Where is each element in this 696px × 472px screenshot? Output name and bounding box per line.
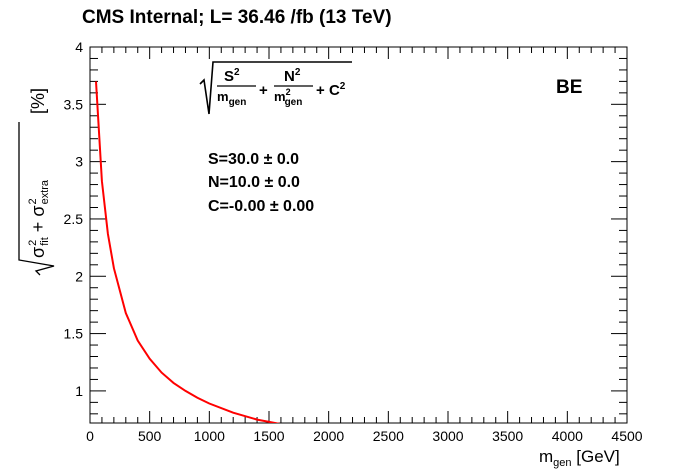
- svg-text:mgen: mgen: [217, 89, 246, 108]
- x-axis-label-sub: gen: [553, 457, 571, 469]
- svg-text:N2: N2: [284, 67, 301, 85]
- y-axis-label-sqrt: [18, 122, 55, 276]
- param-C: C=-0.00 ± 0.00: [208, 198, 314, 215]
- y-axis-label-sq1: 2: [27, 240, 39, 246]
- svg-text:+ C2: + C2: [316, 81, 346, 99]
- series-layer: [95, 81, 281, 423]
- x-axis-ticks: 0 500 1000 1500 2000 2500 3000 3500 4000 4500: [86, 47, 643, 444]
- svg-text:S2: S2: [224, 67, 240, 85]
- y-axis-label-unit: [%]: [28, 88, 48, 114]
- formula-S: S: [224, 68, 234, 85]
- formula: S2 mgen + N2 m2 gen + C2: [199, 61, 352, 115]
- formula-plus2: +: [316, 82, 325, 99]
- y-tick-label: 1.5: [64, 326, 84, 342]
- x-tick-label: 3500: [492, 428, 523, 444]
- y-axis-label-extra: extra: [39, 179, 51, 204]
- x-tick-label: 2500: [373, 428, 404, 444]
- x-tick-label: 3000: [432, 428, 463, 444]
- formula-m1: m: [217, 89, 229, 104]
- y-axis-label-sigma2: σ: [28, 206, 48, 217]
- y-axis-label: σ2fit + σ2extra [%]: [18, 88, 55, 276]
- param-S: S=30.0 ± 0.0: [208, 151, 299, 168]
- y-tick-label: 2: [75, 268, 83, 284]
- y-tick-label: 3.5: [64, 96, 84, 112]
- x-axis-label-main: m: [539, 447, 553, 466]
- y-axis-ticks: 1 1.5 2 2.5 3 3.5 4: [64, 39, 627, 415]
- y-axis-label-plus: +: [28, 222, 48, 233]
- x-tick-label: 0: [86, 428, 94, 444]
- x-tick-label: 1500: [253, 428, 284, 444]
- svg-text:σ2fit + σ2extra: σ2fit + σ2extra: [27, 179, 51, 258]
- y-tick-label: 3: [75, 154, 83, 170]
- x-tick-label: 2000: [313, 428, 344, 444]
- y-tick-label: 1: [75, 383, 83, 399]
- y-axis-label-sigma1: σ: [28, 247, 48, 258]
- y-axis-label-sq2: 2: [27, 198, 39, 204]
- y-axis-label-fit: fit: [39, 237, 51, 246]
- y-tick-label: 4: [75, 39, 83, 55]
- formula-m2: m: [274, 89, 286, 104]
- y-tick-label: 2.5: [64, 211, 84, 227]
- plot-frame: [89, 46, 628, 424]
- formula-C: C: [329, 82, 340, 99]
- param-N: N=10.0 ± 0.0: [208, 174, 300, 191]
- region-label: BE: [556, 77, 582, 98]
- formula-plus1: +: [259, 82, 268, 99]
- series-line-0: [95, 81, 281, 423]
- x-tick-label: 4000: [552, 428, 583, 444]
- x-axis-label-unit: [GeV]: [576, 447, 619, 466]
- x-axis-label: mgen [GeV]: [539, 447, 620, 469]
- x-tick-label: 500: [138, 428, 162, 444]
- formula-sqrt: [199, 61, 352, 115]
- x-tick-label: 4500: [611, 428, 642, 444]
- x-tick-label: 1000: [194, 428, 225, 444]
- chart-title: CMS Internal; L= 36.46 /fb (13 TeV): [82, 7, 392, 28]
- formula-N: N: [284, 68, 295, 85]
